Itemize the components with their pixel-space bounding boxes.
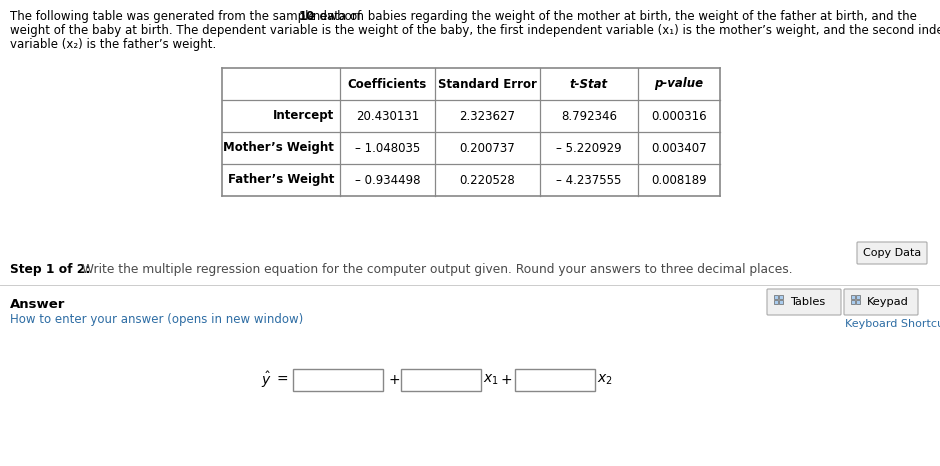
Bar (779, 295, 783, 299)
Text: =: = (276, 373, 288, 387)
Bar (774, 300, 778, 304)
Text: +: + (388, 373, 400, 387)
Text: Intercept: Intercept (273, 110, 334, 123)
Text: 0.003407: 0.003407 (651, 142, 707, 155)
Bar (774, 295, 778, 299)
Text: $\hat{y}$: $\hat{y}$ (261, 370, 272, 390)
FancyBboxPatch shape (857, 242, 927, 264)
Bar (515, 369, 595, 391)
Text: Standard Error: Standard Error (438, 77, 537, 90)
Text: Keyboard Shortcuts: Keyboard Shortcuts (845, 319, 940, 329)
FancyBboxPatch shape (767, 289, 841, 315)
Text: Father’s Weight: Father’s Weight (227, 173, 334, 186)
Bar (851, 295, 855, 299)
Text: – 4.237555: – 4.237555 (556, 173, 621, 186)
Text: How to enter your answer (opens in new window): How to enter your answer (opens in new w… (10, 313, 304, 326)
Text: The following table was generated from the sample data of: The following table was generated from t… (10, 10, 365, 23)
Text: Mother’s Weight: Mother’s Weight (223, 142, 334, 155)
Text: 0.200737: 0.200737 (460, 142, 515, 155)
Text: 0.008189: 0.008189 (651, 173, 707, 186)
Text: variable (x₂) is the father’s weight.: variable (x₂) is the father’s weight. (10, 38, 216, 51)
Bar (856, 300, 860, 304)
Text: 10: 10 (298, 10, 315, 23)
Text: Coefficients: Coefficients (348, 77, 427, 90)
Text: newborn babies regarding the weight of the mother at birth, the weight of the fa: newborn babies regarding the weight of t… (308, 10, 916, 23)
Text: Answer: Answer (10, 298, 66, 311)
Bar (856, 295, 860, 299)
Text: 2.323627: 2.323627 (460, 110, 515, 123)
Text: Step 1 of 2:: Step 1 of 2: (10, 263, 95, 276)
Bar (779, 300, 783, 304)
Text: – 1.048035: – 1.048035 (355, 142, 420, 155)
Text: Copy Data: Copy Data (863, 248, 921, 258)
Bar (851, 300, 855, 304)
Text: 0.220528: 0.220528 (460, 173, 515, 186)
Text: – 5.220929: – 5.220929 (556, 142, 622, 155)
Text: weight of the baby at birth. The dependent variable is the weight of the baby, t: weight of the baby at birth. The depende… (10, 24, 940, 37)
Text: p-value: p-value (654, 77, 703, 90)
Text: Tables: Tables (790, 297, 825, 307)
Text: $x_1$: $x_1$ (483, 373, 499, 387)
Bar (401, 369, 481, 391)
Text: 8.792346: 8.792346 (561, 110, 617, 123)
Text: Write the multiple regression equation for the computer output given. Round your: Write the multiple regression equation f… (78, 263, 792, 276)
Text: t-Stat: t-Stat (570, 77, 608, 90)
Text: 0.000316: 0.000316 (651, 110, 707, 123)
FancyBboxPatch shape (844, 289, 918, 315)
Text: $x_2$: $x_2$ (597, 373, 613, 387)
Text: 20.430131: 20.430131 (356, 110, 419, 123)
Text: +: + (501, 373, 512, 387)
Text: Keypad: Keypad (867, 297, 909, 307)
Bar (293, 369, 383, 391)
Text: – 0.934498: – 0.934498 (354, 173, 420, 186)
